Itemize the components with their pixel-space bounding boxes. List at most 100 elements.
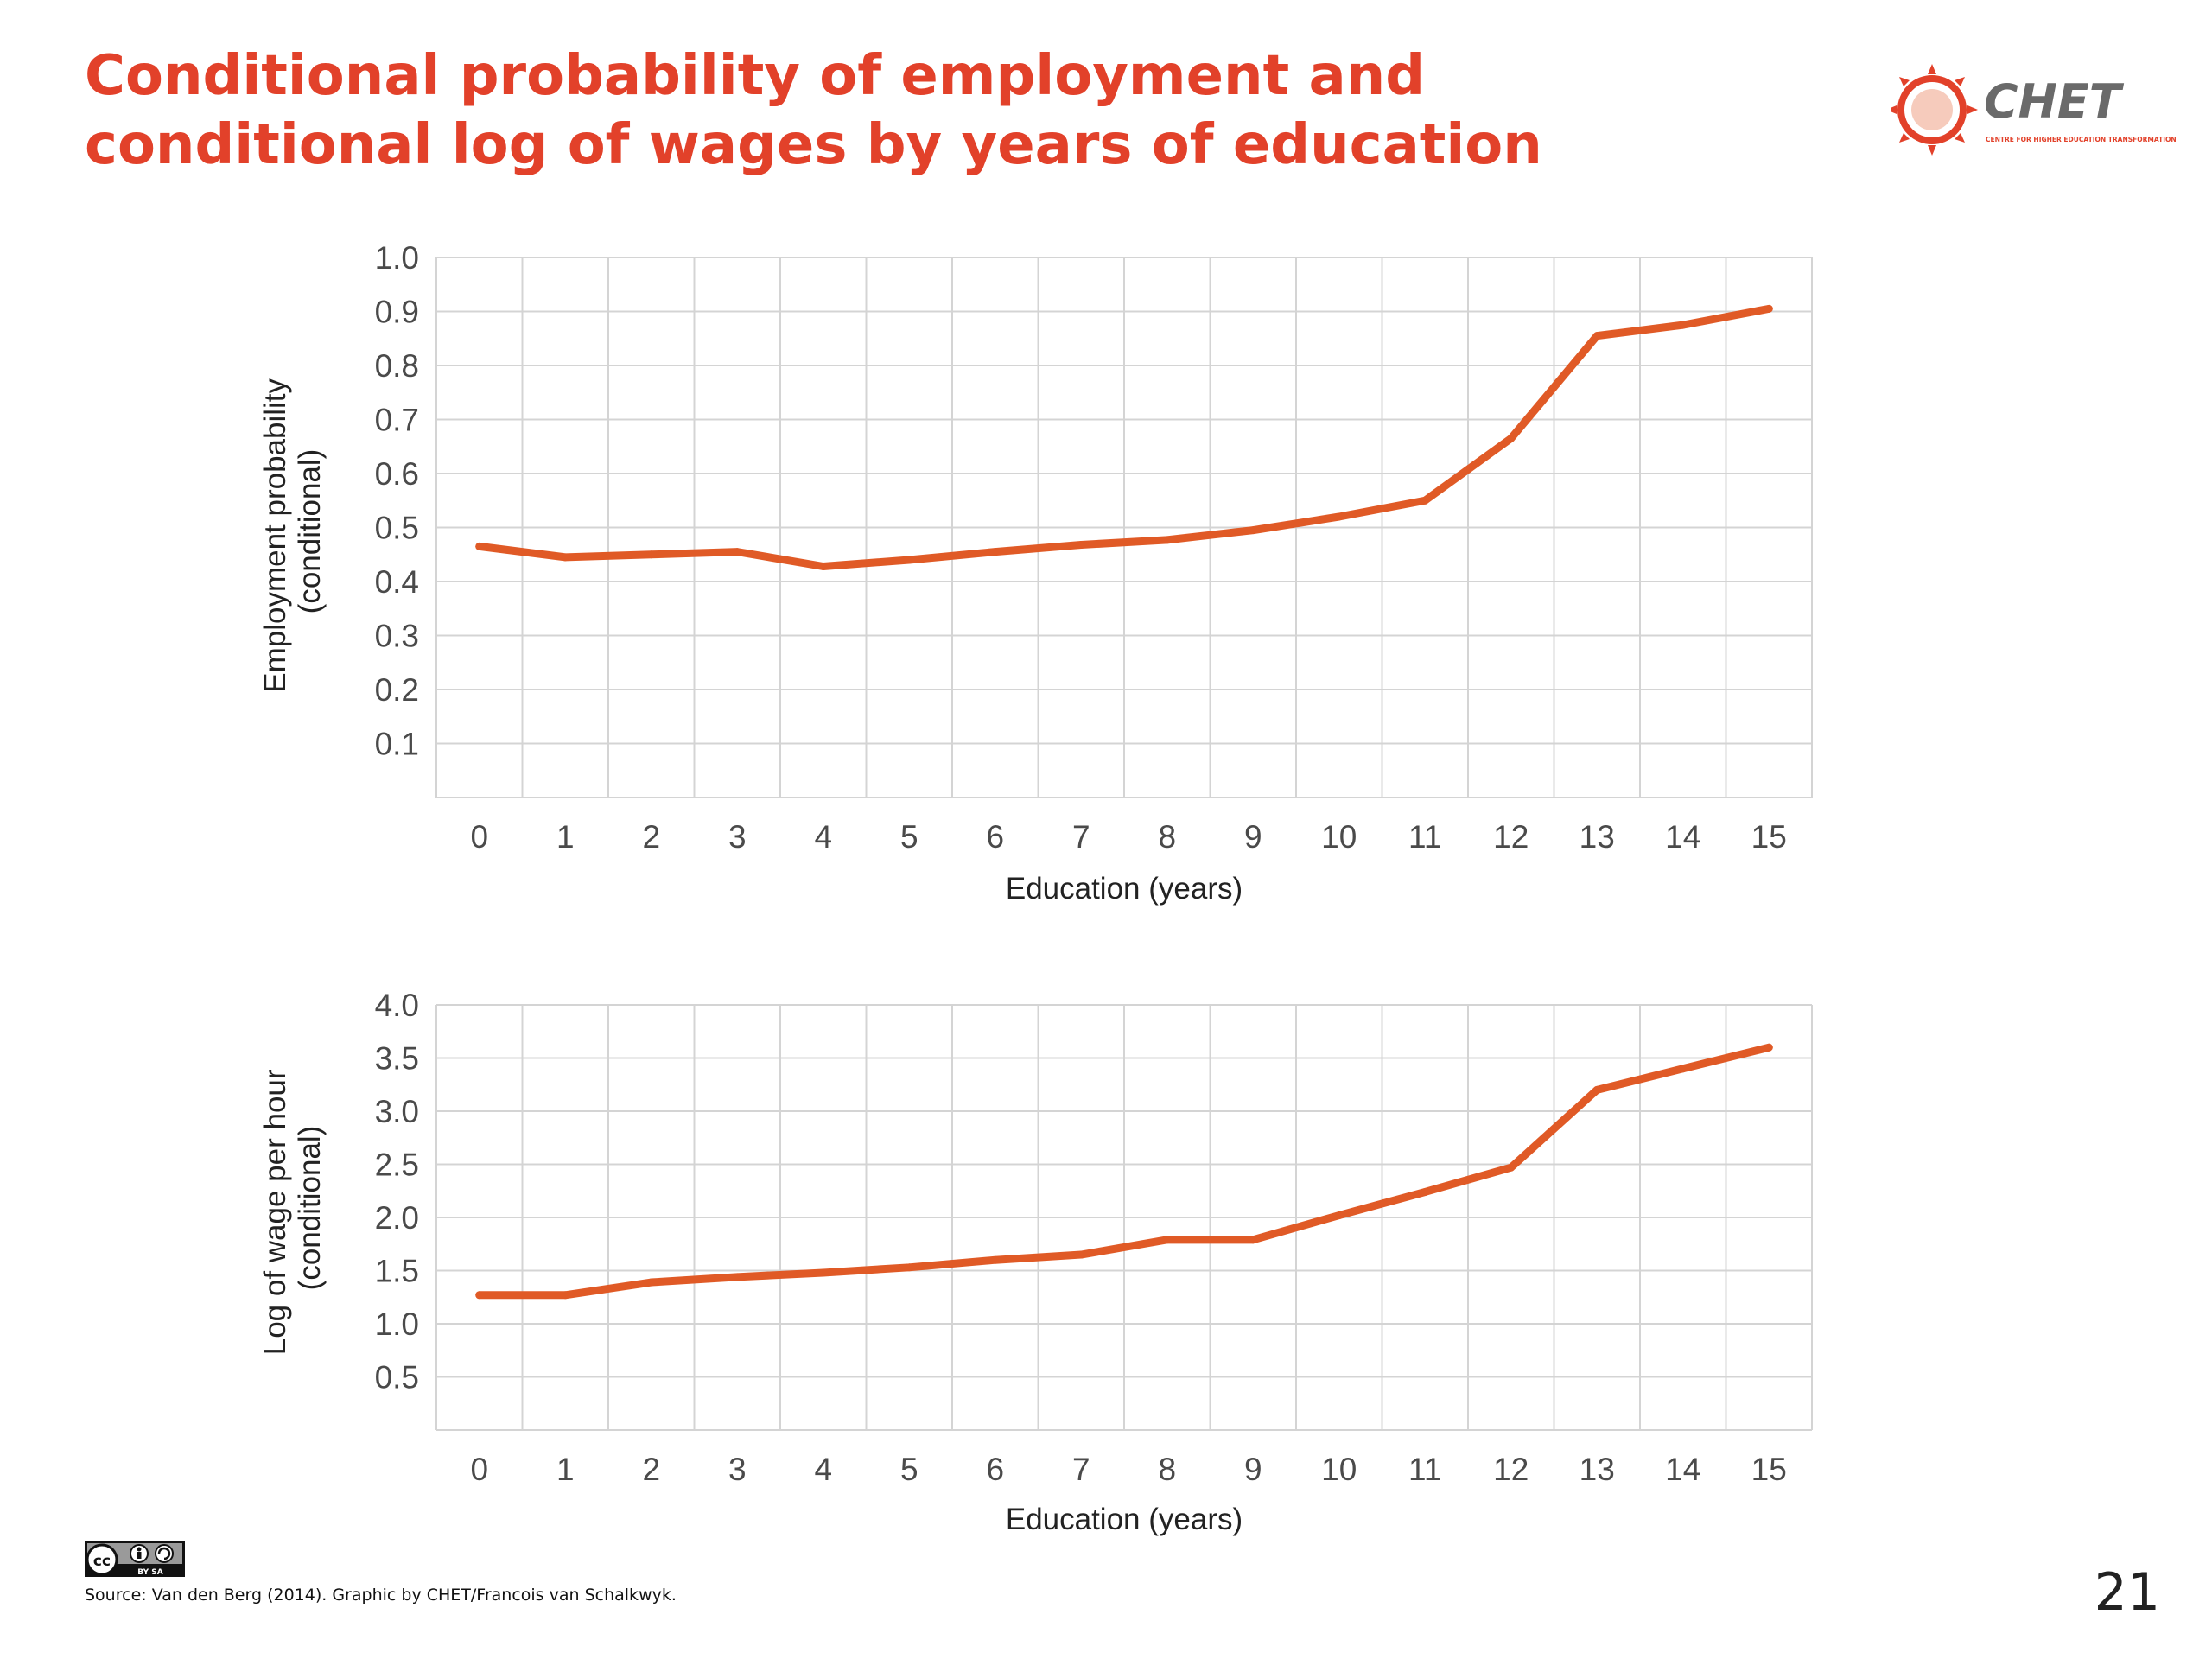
- data-point: [1679, 321, 1688, 329]
- y-axis-title-line-1: Employment probability: [258, 378, 292, 692]
- y-tick-labels: 0.5 1.0 1.5 2.0 2.5 3.0 3.5 4.0: [375, 988, 419, 1395]
- x-tick-label: 1: [556, 819, 575, 855]
- x-tick-label: 0: [470, 819, 488, 855]
- x-tick-label: 1: [556, 1452, 575, 1487]
- data-point: [1592, 332, 1601, 340]
- series-line: [475, 304, 1773, 570]
- y-tick-label: 2.5: [375, 1147, 419, 1183]
- x-tick-label: 3: [728, 1452, 747, 1487]
- data-point: [905, 1263, 913, 1272]
- y-axis-title-line-2: (conditional): [293, 449, 327, 614]
- x-tick-label: 14: [1665, 819, 1700, 855]
- data-point: [1421, 496, 1429, 505]
- y-tick-labels: 0.1 0.2 0.3 0.4 0.5 0.6 0.7 0.8 0.9 1.0: [375, 240, 419, 762]
- data-point: [561, 1291, 569, 1300]
- y-tick-label: 0.5: [375, 511, 419, 546]
- chet-sun-logo-icon: [1891, 64, 1978, 156]
- x-tick-label: 5: [900, 1452, 918, 1487]
- data-point: [733, 548, 741, 556]
- data-point: [475, 542, 484, 550]
- x-tick-label: 15: [1751, 1452, 1787, 1487]
- data-point: [1764, 1043, 1773, 1052]
- data-point: [1592, 1085, 1601, 1094]
- x-tick-label: 6: [986, 1452, 1004, 1487]
- x-tick-label: 10: [1321, 1452, 1357, 1487]
- data-point: [1764, 304, 1773, 313]
- y-tick-label: 2.0: [375, 1200, 419, 1236]
- x-tick-label: 11: [1408, 1452, 1441, 1487]
- series-line: [475, 1043, 1773, 1300]
- x-tick-label: 2: [642, 1452, 660, 1487]
- data-point: [1249, 526, 1257, 535]
- y-tick-label: 0.4: [375, 564, 419, 600]
- data-point: [905, 556, 913, 564]
- chet-logo: CHET CENTRE FOR HIGHER EDUCATION TRANSFO…: [1891, 64, 2177, 156]
- y-axis-title: Employment probability (conditional): [258, 370, 327, 693]
- data-point: [561, 553, 569, 562]
- x-tick-label: 3: [728, 819, 747, 855]
- data-point: [1077, 541, 1085, 549]
- data-point: [1163, 1236, 1172, 1244]
- logo-subtext: CENTRE FOR HIGHER EDUCATION TRANSFORMATI…: [1986, 136, 2177, 143]
- data-point: [733, 1273, 741, 1281]
- y-tick-label: 0.6: [375, 456, 419, 492]
- data-point: [1077, 1250, 1085, 1259]
- slide-title-line-1: Conditional probability of employment an…: [85, 44, 1425, 108]
- x-tick-label: 4: [814, 1452, 832, 1487]
- data-point: [1335, 512, 1344, 521]
- y-tick-label: 0.2: [375, 672, 419, 708]
- y-tick-label: 1.0: [375, 240, 419, 276]
- x-tick-label: 13: [1580, 819, 1615, 855]
- x-tick-labels: 0 1 2 3 4 5 6 7 8 9 10 11 12 13 14 15: [470, 819, 1786, 855]
- y-tick-label: 0.3: [375, 619, 419, 654]
- x-tick-label: 7: [1072, 819, 1090, 855]
- license-badge-text: BY SA: [137, 1568, 163, 1577]
- source-note: Source: Van den Berg (2014). Graphic by …: [85, 1586, 677, 1605]
- data-point: [1249, 1236, 1257, 1244]
- y-tick-label: 0.5: [375, 1360, 419, 1395]
- x-tick-label: 9: [1244, 819, 1262, 855]
- x-tick-label: 12: [1493, 819, 1529, 855]
- data-point: [819, 1268, 828, 1277]
- y-tick-label: 3.0: [375, 1094, 419, 1129]
- x-tick-label: 6: [986, 819, 1004, 855]
- y-tick-label: 0.1: [375, 727, 419, 762]
- y-tick-label: 0.9: [375, 295, 419, 330]
- x-tick-label: 10: [1321, 819, 1357, 855]
- y-axis-title: Log of wage per hour (conditional): [258, 1061, 327, 1356]
- data-point: [819, 563, 828, 570]
- data-point: [1163, 536, 1172, 544]
- data-point: [1421, 1187, 1429, 1196]
- x-tick-label: 0: [470, 1452, 488, 1487]
- x-tick-label: 15: [1751, 819, 1787, 855]
- data-series: [475, 304, 1773, 570]
- data-point: [1507, 434, 1516, 442]
- x-tick-label: 14: [1665, 1452, 1700, 1487]
- slide-title: Conditional probability of employment an…: [85, 41, 1726, 180]
- data-series: [475, 1043, 1773, 1300]
- x-tick-label: 9: [1244, 1452, 1262, 1487]
- y-tick-label: 1.0: [375, 1306, 419, 1342]
- data-point: [475, 1291, 484, 1300]
- log-wage-chart: 0.51.01.52.02.53.03.54.0 0 1 2 3 4 5 6 7 8 9 10 11 1…: [258, 988, 1813, 1536]
- data-point: [647, 1278, 656, 1287]
- x-tick-label: 7: [1072, 1452, 1090, 1487]
- y-tick-label: 1.5: [375, 1254, 419, 1289]
- x-tick-label: 11: [1408, 819, 1441, 855]
- x-tick-label: 8: [1158, 819, 1176, 855]
- logo-text: CHET: [1984, 74, 2125, 129]
- data-point: [1335, 1211, 1344, 1220]
- x-tick-label: 13: [1580, 1452, 1615, 1487]
- data-point: [991, 548, 1000, 556]
- svg-text:cc: cc: [93, 1553, 111, 1570]
- y-tick-label: 0.7: [375, 403, 419, 438]
- data-point: [1679, 1065, 1688, 1073]
- y-tick-label: 0.8: [375, 348, 419, 384]
- y-axis-title-line-2: (conditional): [293, 1126, 327, 1291]
- creative-commons-by-sa-icon: cc BY SA: [85, 1541, 185, 1577]
- y-tick-label: 3.5: [375, 1041, 419, 1077]
- slide-title-line-2: conditional log of wages by years of edu…: [85, 113, 1542, 177]
- x-tick-label: 5: [900, 819, 918, 855]
- x-tick-label: 4: [814, 819, 832, 855]
